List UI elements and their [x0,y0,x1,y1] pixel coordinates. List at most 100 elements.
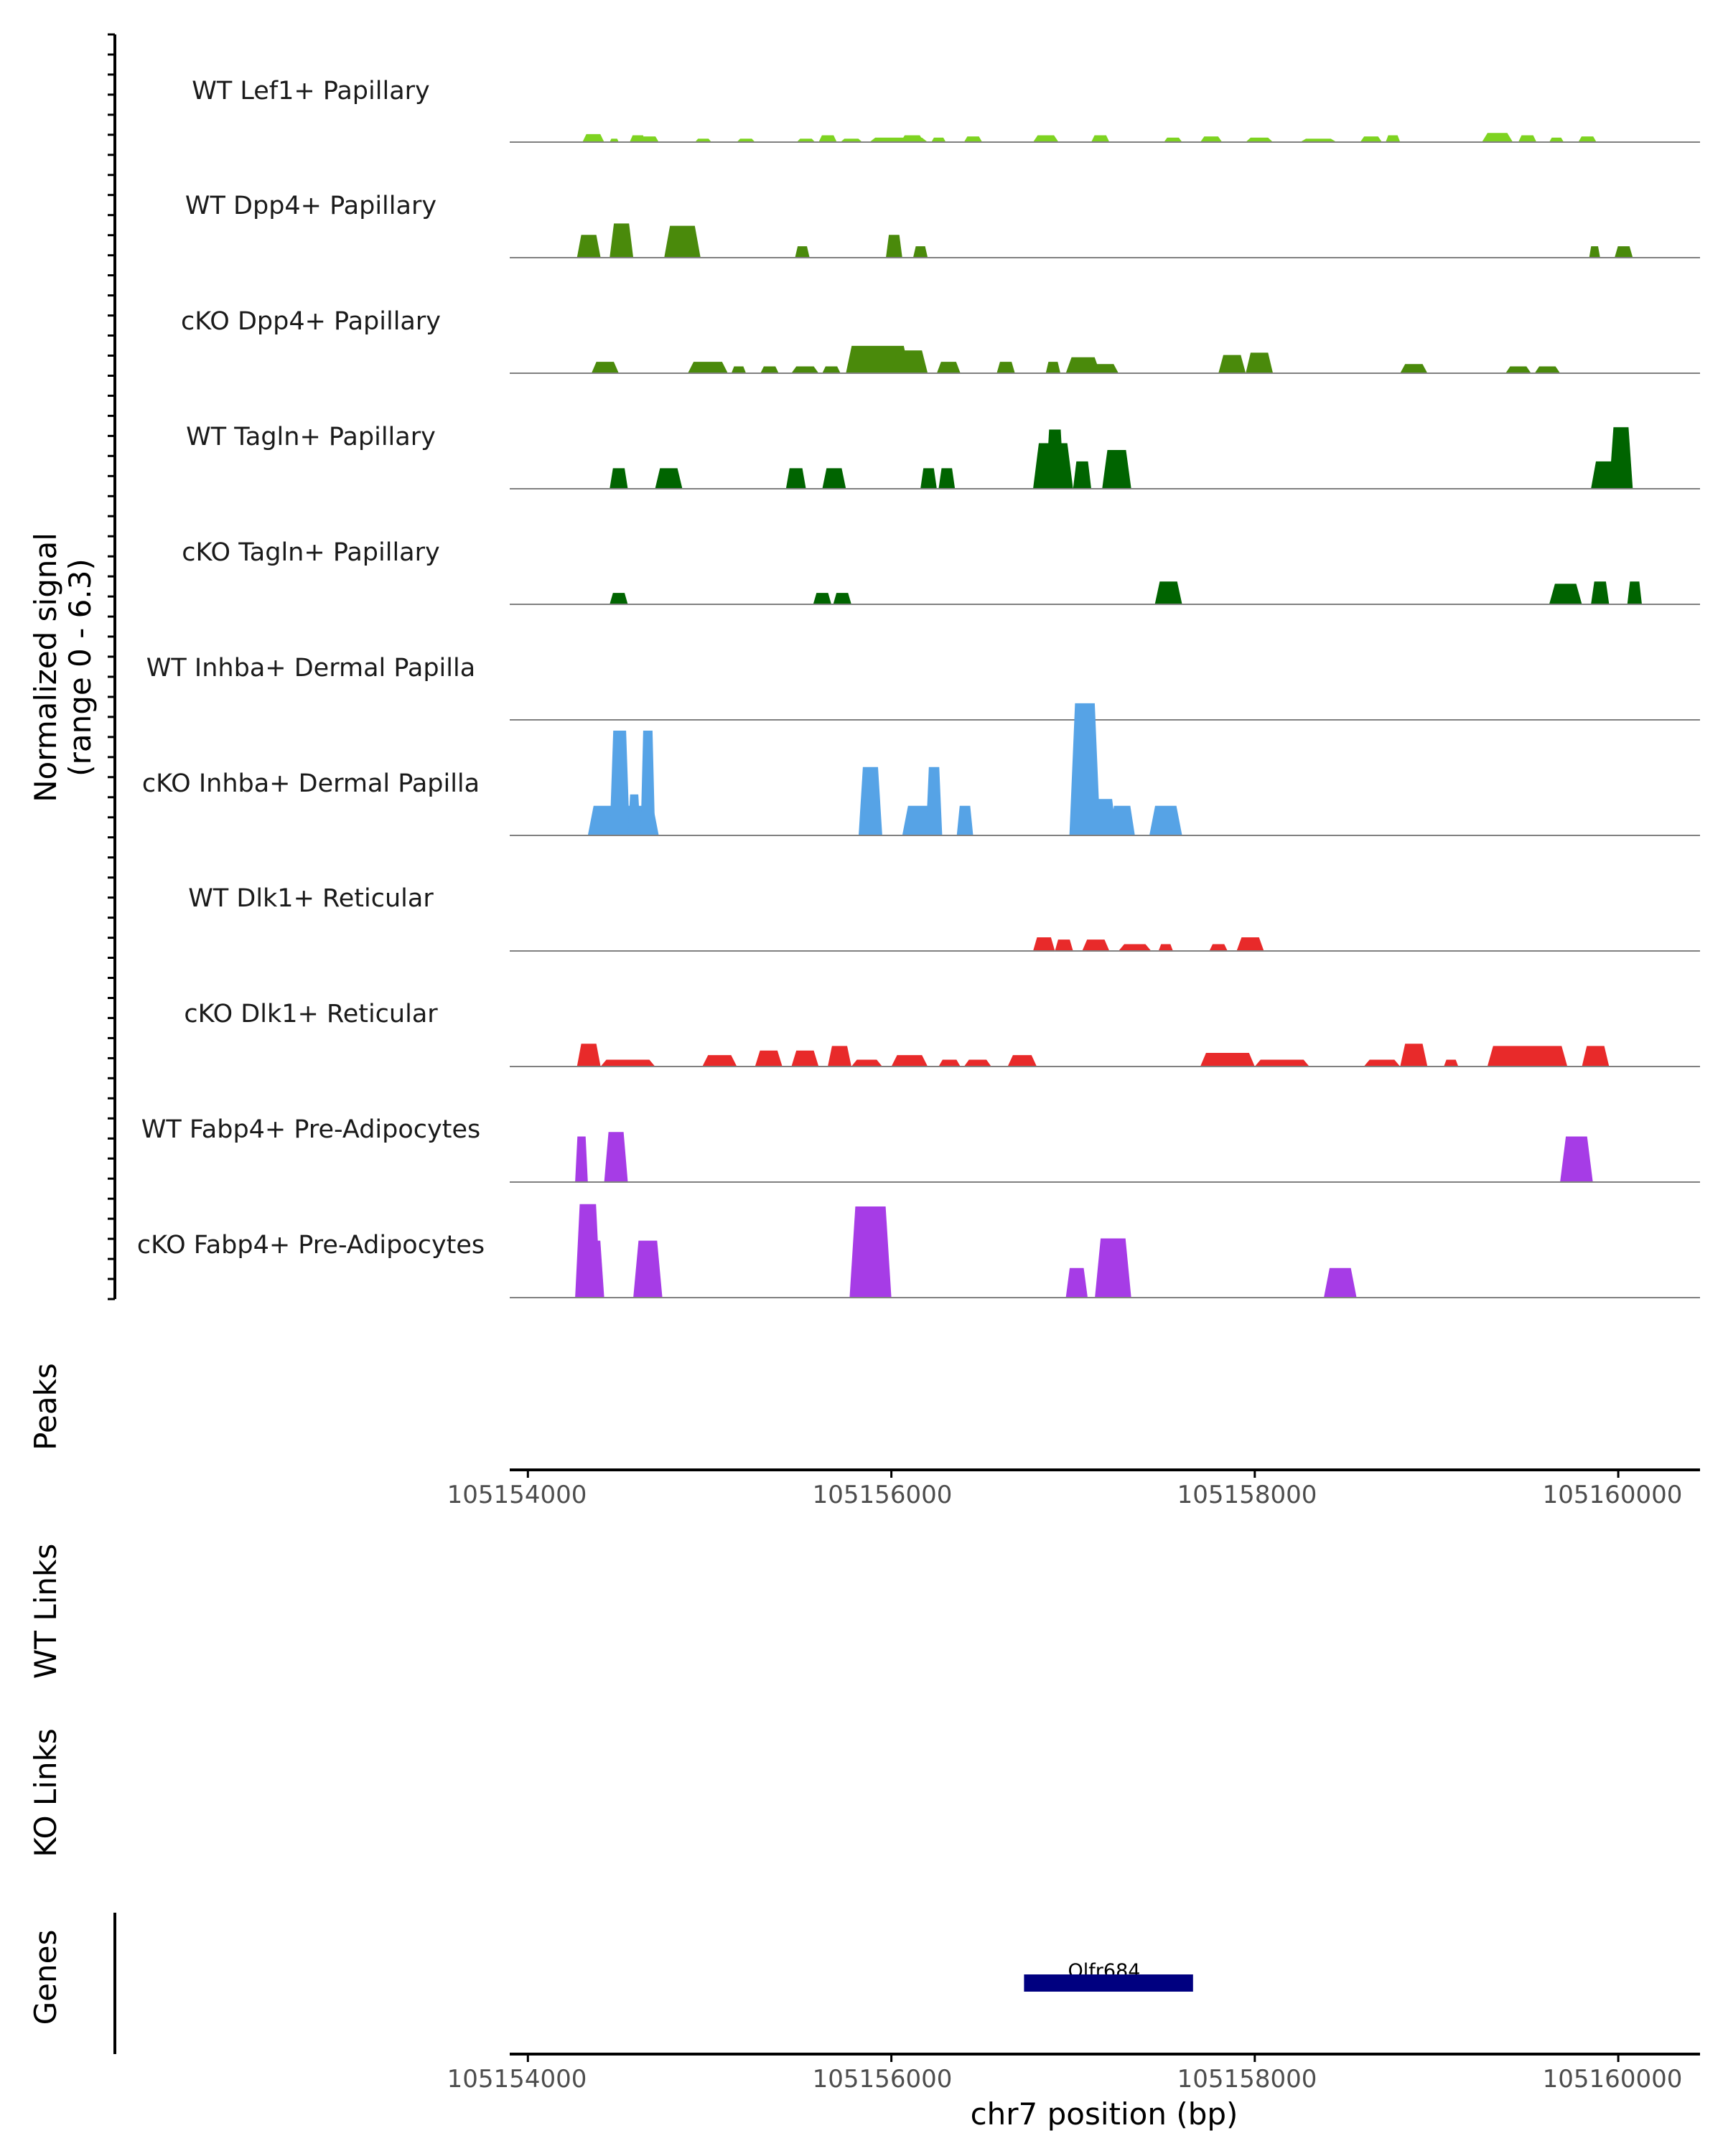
coverage-peak [900,135,925,142]
coverage-peak [1505,366,1531,373]
coverage-peak [1091,799,1117,835]
coverage-peak [796,139,816,142]
coverage-peak [891,1055,928,1067]
coverage-peak [582,1240,604,1298]
coverage-peak [912,246,928,258]
coverage-peak [633,1240,663,1298]
coverage-peak [610,468,628,489]
coverage-peak [886,235,902,258]
coverage-peak [822,366,841,373]
track-4 [510,581,1700,605]
wt-links-panel-title: WT Links [28,1544,63,1679]
coverage-peak [818,135,837,142]
x-tick-label: 105160000 [1543,1481,1683,1509]
coverage-peak [791,366,819,373]
coverage-peak [1033,937,1055,951]
coverage-peak [956,805,973,835]
x-tick-label: 105156000 [813,1481,953,1509]
coverage-peak [610,593,628,604]
coverage-peak [1095,1238,1131,1298]
coverage-peak [1119,944,1152,951]
coverage-peak [813,593,831,604]
coverage-peak [1615,246,1633,258]
track-2 [510,345,1700,374]
coverage-peak [737,139,755,142]
track-7 [510,937,1700,952]
coverage-peak [610,139,619,142]
coverage-peak [575,1136,588,1182]
coverage-peak [1236,937,1264,951]
coverage-peak [640,731,655,835]
track-label: cKO Dlk1+ Reticular [184,1000,438,1028]
track-label: WT Lef1+ Papillary [192,77,430,106]
coverage-peak [1482,133,1513,142]
coverage-peak [822,468,846,489]
coverage-peak [695,139,711,142]
coverage-peak [1363,1059,1401,1067]
coverage-peak [828,1046,851,1067]
coverage-peak [1149,805,1182,835]
coverage-peak [1560,1136,1593,1182]
coverage-peak [640,136,659,142]
coverage-peak [1102,450,1131,489]
coverage-peak [1534,366,1561,373]
coverage-peak [920,468,937,489]
coverage-peak [936,362,961,373]
coverage-tracks [510,133,1700,1298]
coverage-peak [1589,246,1600,258]
coverage-peak [1218,355,1246,373]
x-tick-label: 105158000 [1177,1481,1317,1509]
coverage-peak [1082,939,1110,951]
coverage-peak [1324,1267,1357,1298]
coverage-peak [1045,362,1060,373]
coverage-peak [688,362,728,373]
coverage-peak [604,1132,628,1182]
coverage-peak [600,1059,655,1067]
coverage-peak [610,731,630,835]
coverage-peak [931,137,946,142]
coverage-peak [859,767,882,835]
track-8 [510,1044,1700,1067]
x-tick-label: 105156000 [813,2065,953,2094]
genes-x-axis-ticks [526,2054,1620,2062]
coverage-peak [785,468,806,489]
coverage-peak [1609,427,1633,489]
x-tick-label: 105154000 [447,1481,587,1509]
track-1 [510,223,1700,258]
track-label: cKO Dpp4+ Papillary [181,307,441,336]
track-9 [510,1132,1700,1183]
coverage-peak [1055,939,1073,951]
coverage-peak [702,1055,737,1067]
coverage-peak [655,468,683,489]
coverage-peak [963,1059,991,1067]
coverage-peak [610,223,634,258]
coverage-peak [1487,1046,1568,1067]
coverage-peak [591,362,619,373]
coverage-peak [1200,136,1223,142]
coverage-peak [1582,1046,1610,1067]
x-tick-label: 105154000 [447,2065,587,2094]
coverage-peak [795,246,810,258]
coverage-peak [1246,137,1274,142]
track-10 [510,1204,1700,1298]
x-axis-title: chr7 position (bp) [971,2096,1238,2132]
y-axis-title: Normalized signal [28,533,63,802]
track-0 [510,133,1700,143]
coverage-peak [1360,136,1382,142]
coverage-peak [1033,443,1073,489]
coverage-peak [576,235,601,258]
coverage-peak [1386,135,1401,142]
gene-bar [1024,1974,1193,1992]
signal-y-axis-ticks [108,33,115,1300]
coverage-peak [1254,1059,1309,1067]
coverage-peak [1300,139,1337,142]
coverage-peak [833,593,851,604]
coverage-peak [1591,581,1610,604]
coverage-peak [627,794,641,835]
coverage-peak [1200,1053,1255,1067]
coverage-peak [891,350,928,373]
coverage-peak [1065,357,1101,373]
coverage-peak [938,1059,961,1067]
coverage-peak [1033,135,1059,142]
